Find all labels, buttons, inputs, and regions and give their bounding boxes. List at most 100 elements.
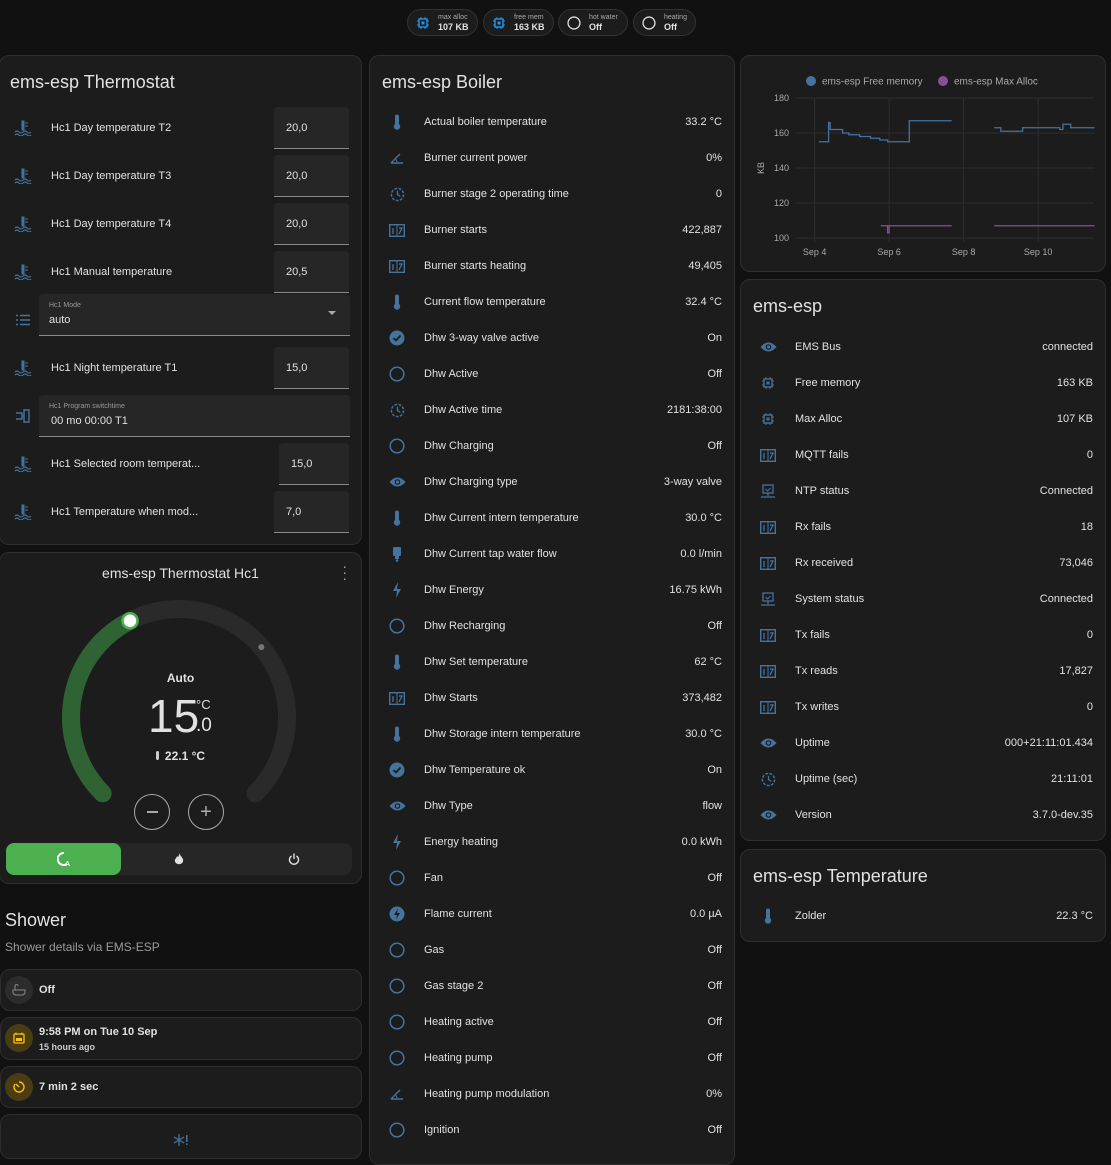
entity-label: Dhw Active xyxy=(424,368,479,380)
shower-state-chip[interactable]: Off xyxy=(0,969,362,1011)
entity-label: Burner current power xyxy=(424,152,528,164)
mode-off-button[interactable] xyxy=(236,843,352,875)
shower-last-chip[interactable]: 9:58 PM on Tue 10 Sep 15 hours ago xyxy=(0,1017,362,1060)
entity-value: 107 KB xyxy=(1056,413,1093,425)
entity-row[interactable]: Tx fails 0 xyxy=(741,617,1105,653)
entity-row[interactable]: Dhw Energy 16.75 kWh xyxy=(370,572,734,608)
entity-row[interactable]: Max Alloc 107 KB xyxy=(741,401,1105,437)
entity-row[interactable]: Uptime 000+21:11:01.434 xyxy=(741,725,1105,761)
mode-heat-button[interactable] xyxy=(121,843,236,875)
entity-row[interactable]: Energy heating 0.0 kWh xyxy=(370,824,734,860)
entity-row[interactable]: Dhw Charging Off xyxy=(370,428,734,464)
entity-row[interactable]: Burner starts heating 49,405 xyxy=(370,248,734,284)
svg-text:A: A xyxy=(65,861,70,866)
entity-label: Ignition xyxy=(424,1124,460,1136)
badge-hot-water[interactable]: hot water Off xyxy=(558,9,628,36)
badge-text: hot water Off xyxy=(589,14,618,32)
hc1-switchtime-row: Hc1 Program switchtime 00 mo 00:00 T1 xyxy=(0,395,361,437)
thermostat-dial[interactable] xyxy=(0,553,362,813)
data-point xyxy=(829,128,831,131)
entity-row[interactable]: Gas Off xyxy=(370,932,734,968)
target-handle[interactable] xyxy=(121,612,139,630)
legend-label[interactable]: ems-esp Free memory xyxy=(822,77,923,88)
entity-row[interactable]: Flame current 0.0 µA xyxy=(370,896,734,932)
entity-label: Burner starts heating xyxy=(424,260,527,272)
entity-row[interactable]: Dhw 3-way valve active On xyxy=(370,320,734,356)
entity-value: 373,482 xyxy=(682,692,722,704)
entity-row[interactable]: NTP status Connected xyxy=(741,473,1105,509)
entity-row[interactable]: Dhw Storage intern temperature 30.0 °C xyxy=(370,716,734,752)
number-input[interactable]: 7,0 xyxy=(274,491,349,533)
entity-value: 0.0 µA xyxy=(689,908,722,920)
entity-row[interactable]: Ignition Off xyxy=(370,1112,734,1148)
entity-row[interactable]: Free memory 163 KB xyxy=(741,365,1105,401)
badge-free-mem[interactable]: free mem 163 KB xyxy=(483,9,554,36)
increase-button[interactable]: + xyxy=(188,794,224,830)
entity-row[interactable]: EMS Bus connected xyxy=(741,329,1105,365)
legend-label[interactable]: ems-esp Max Alloc xyxy=(954,77,1038,88)
memory-history-chart[interactable]: 100 120 140 160 180 Sep 4 Sep 6 Sep 8 Sep 10 KB em… xyxy=(741,56,1106,272)
entity-row[interactable]: Fan Off xyxy=(370,860,734,896)
entity-value: Connected xyxy=(1039,485,1093,497)
entity-row[interactable]: Current flow temperature 32.4 °C xyxy=(370,284,734,320)
x-tick-label: Sep 10 xyxy=(1024,247,1053,257)
entity-row[interactable]: Dhw Starts 373,482 xyxy=(370,680,734,716)
entity-row[interactable]: Dhw Active Off xyxy=(370,356,734,392)
number-input[interactable]: 20,5 xyxy=(274,251,349,293)
entity-label: Burner stage 2 operating time xyxy=(424,188,569,200)
entity-row[interactable]: Dhw Current intern temperature 30.0 °C xyxy=(370,500,734,536)
data-point xyxy=(859,135,861,138)
more-options-icon[interactable]: · · · xyxy=(342,558,347,586)
entity-row[interactable]: Rx received 73,046 xyxy=(741,545,1105,581)
entity-row[interactable]: MQTT fails 0 xyxy=(741,437,1105,473)
shower-duration-chip[interactable]: 7 min 2 sec xyxy=(0,1066,362,1108)
entity-row[interactable]: Burner starts 422,887 xyxy=(370,212,734,248)
entity-row[interactable]: Dhw Set temperature 62 °C xyxy=(370,644,734,680)
mode-auto-button[interactable]: A xyxy=(6,843,121,875)
entity-row[interactable]: Dhw Active time 2181:38:00 xyxy=(370,392,734,428)
entity-row[interactable]: Tx writes 0 xyxy=(741,689,1105,725)
monitor-check-icon xyxy=(759,590,777,608)
entity-row[interactable]: Version 3.7.0-dev.35 xyxy=(741,797,1105,833)
hc1-mode-select[interactable]: Hc1 Mode auto xyxy=(39,294,350,336)
entity-row[interactable]: Dhw Charging type 3-way valve xyxy=(370,464,734,500)
entity-row[interactable]: Dhw Current tap water flow 0.0 l/min xyxy=(370,536,734,572)
decrease-button[interactable] xyxy=(134,794,170,830)
entity-row[interactable]: Burner stage 2 operating time 0 xyxy=(370,176,734,212)
entity-value: Off xyxy=(707,1124,722,1136)
entity-row[interactable]: Heating pump modulation 0% xyxy=(370,1076,734,1112)
y-tick-label: 160 xyxy=(774,128,789,138)
entity-row[interactable]: Heating active Off xyxy=(370,1004,734,1040)
shower-extra-chip[interactable] xyxy=(0,1114,362,1159)
switchtime-input[interactable]: Hc1 Program switchtime 00 mo 00:00 T1 xyxy=(39,395,350,437)
number-input[interactable]: 15,0 xyxy=(274,347,349,389)
legend-marker[interactable] xyxy=(806,76,816,86)
number-input[interactable]: 15,0 xyxy=(279,443,349,485)
card-title: ems-esp xyxy=(753,296,823,316)
entity-row[interactable]: Rx fails 18 xyxy=(741,509,1105,545)
counter-icon xyxy=(759,518,777,536)
badge-heating[interactable]: heating Off xyxy=(633,9,696,36)
entity-row[interactable]: System status Connected xyxy=(741,581,1105,617)
current-temperature-marker xyxy=(258,644,265,651)
entity-row[interactable]: Dhw Recharging Off xyxy=(370,608,734,644)
entity-row[interactable]: Uptime (sec) 21:11:01 xyxy=(741,761,1105,797)
entity-row[interactable]: Dhw Temperature ok On xyxy=(370,752,734,788)
entity-row[interactable]: Gas stage 2 Off xyxy=(370,968,734,1004)
legend-marker[interactable] xyxy=(938,76,948,86)
entity-row[interactable]: Actual boiler temperature 33.2 °C xyxy=(370,104,734,140)
thermostat-card: ems-esp Thermostat Hc1 Day temperature T… xyxy=(0,55,362,545)
entity-row[interactable]: Tx reads 17,827 xyxy=(741,653,1105,689)
entity-row[interactable]: Dhw Type flow xyxy=(370,788,734,824)
entity-row[interactable]: Heating pump Off xyxy=(370,1040,734,1076)
counter-icon xyxy=(388,221,406,239)
flash-circle-icon xyxy=(388,905,406,923)
number-input[interactable]: 20,0 xyxy=(274,107,349,149)
badge-max-alloc[interactable]: max alloc 107 KB xyxy=(407,9,478,36)
number-input[interactable]: 20,0 xyxy=(274,155,349,197)
entity-row[interactable]: Burner current power 0% xyxy=(370,140,734,176)
entity-value: 22.3 °C xyxy=(1056,910,1093,922)
number-input[interactable]: 20,0 xyxy=(274,203,349,245)
counter-icon xyxy=(388,689,406,707)
entity-row[interactable]: Zolder 22.3 °C xyxy=(741,898,1105,934)
